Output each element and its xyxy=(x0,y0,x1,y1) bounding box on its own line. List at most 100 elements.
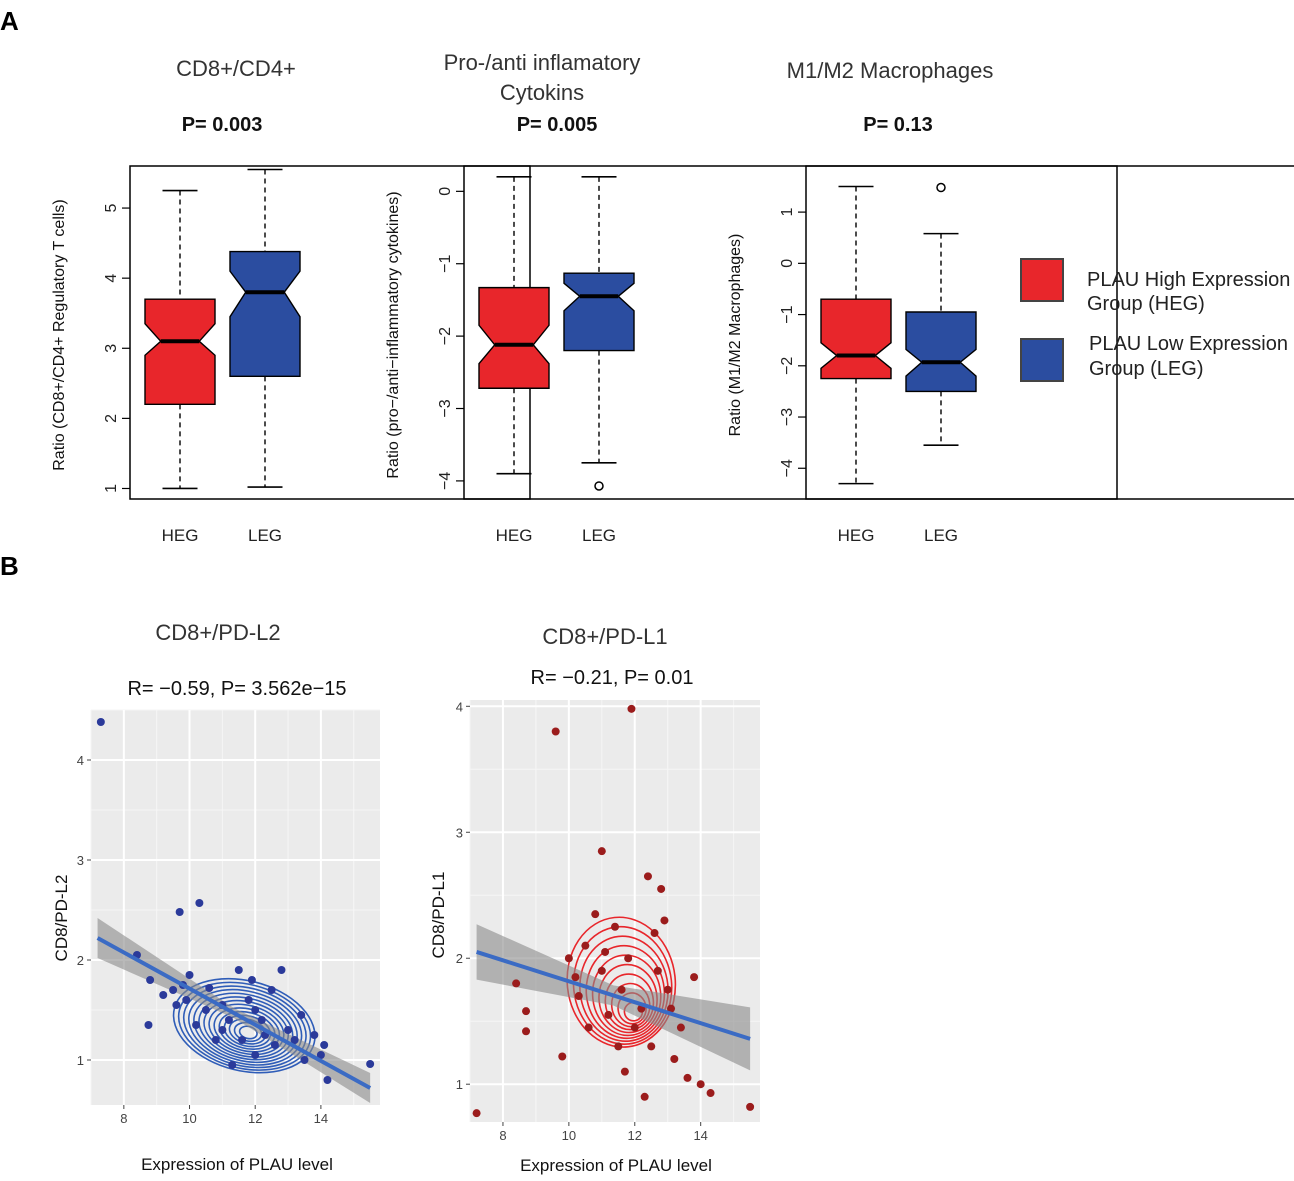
boxplot-cd8-cd4-heg-box xyxy=(144,298,216,406)
boxplot-cd8-cd4-ytick-label: 1 xyxy=(103,484,120,493)
scatter-pdl1-point xyxy=(564,954,573,963)
scatter-pdl1-point xyxy=(640,1092,649,1101)
scatter-pdl2-point xyxy=(96,718,105,726)
scatter-pdl1-point xyxy=(663,985,672,994)
scatter-pdl2-point xyxy=(297,1011,306,1019)
boxplot-cd8-cd4-ytick-label: 3 xyxy=(103,344,120,353)
scatter-pdl2-point xyxy=(251,1006,260,1014)
panel-a-letter: A xyxy=(0,6,19,36)
scatter-pdl2-stat: R= −0.59, P= 3.562e−15 xyxy=(127,678,346,700)
scatter-pdl1-ylabel: CD8/PD-L1 xyxy=(429,872,448,959)
scatter-pdl2-ytick-label: 1 xyxy=(77,1053,84,1068)
scatter-pdl2-point xyxy=(218,1026,227,1034)
scatter-pdl2-point xyxy=(146,976,155,984)
scatter-pdl2-point xyxy=(159,991,168,999)
legend-leg-swatch xyxy=(1020,338,1064,382)
scatter-pdl1-point xyxy=(617,985,626,994)
boxplot-macrophages-heg-box xyxy=(820,298,892,380)
scatter-pdl2-point xyxy=(316,1051,325,1059)
scatter-pdl2-ylabel: CD8/PD-L2 xyxy=(52,875,71,962)
boxplot-macrophages-title: M1/M2 Macrophages xyxy=(787,58,994,83)
scatter-pdl2-xtick-label: 8 xyxy=(120,1111,127,1126)
scatter-pdl2-point xyxy=(277,966,286,974)
boxplot-cd8-cd4-xcat-leg: LEG xyxy=(248,526,282,545)
boxplot-macrophages-ytick-label: −1 xyxy=(779,305,796,323)
scatter-pdl2-point xyxy=(323,1076,332,1084)
scatter-pdl1-point xyxy=(706,1089,715,1098)
boxplot-cd8-cd4-pvalue: P= 0.003 xyxy=(182,114,263,136)
scatter-pdl2-ytick-label: 2 xyxy=(77,953,84,968)
scatter-pdl1-point xyxy=(591,910,600,919)
scatter-pdl2-point xyxy=(244,996,253,1004)
scatter-pdl2-point xyxy=(257,1016,266,1024)
scatter-pdl1: CD8+/PD-L1 R= −0.21, P= 0.01 Expression … xyxy=(429,624,760,1175)
boxplot-cytokines-ytick-label: 0 xyxy=(437,187,454,196)
scatter-pdl1-title: CD8+/PD-L1 xyxy=(542,624,667,649)
legend-leg-label-line2: Group (LEG) xyxy=(1089,358,1203,380)
scatter-pdl1-point xyxy=(601,947,610,956)
scatter-pdl2-point xyxy=(224,1016,233,1024)
scatter-pdl1-point xyxy=(690,973,699,982)
scatter-pdl1-point xyxy=(676,1023,685,1032)
scatter-pdl1-point xyxy=(522,1027,531,1036)
scatter-pdl2-confidence-band xyxy=(97,918,371,1103)
scatter-pdl1-ytick-label: 1 xyxy=(456,1077,463,1092)
boxplot-macrophages-xcat-leg: LEG xyxy=(924,526,958,545)
scatter-pdl2-point xyxy=(201,1006,210,1014)
scatter-pdl1-point xyxy=(522,1007,531,1016)
scatter-pdl1-point xyxy=(571,973,580,982)
scatter-pdl1-stat: R= −0.21, P= 0.01 xyxy=(531,667,694,689)
scatter-pdl1-point xyxy=(657,884,666,893)
boxplot-macrophages-xcat-heg: HEG xyxy=(838,526,875,545)
scatter-pdl2-point xyxy=(234,966,243,974)
boxplot-cytokines-title-line1: Pro-/anti inflamatory xyxy=(444,50,641,75)
scatter-pdl2-point xyxy=(366,1060,375,1068)
scatter-pdl1-xtick-label: 12 xyxy=(628,1128,642,1143)
scatter-pdl2-point xyxy=(185,971,194,979)
boxplot-cytokines-heg-box xyxy=(478,286,550,389)
scatter-pdl1-point xyxy=(551,727,560,736)
scatter-pdl2-point xyxy=(300,1056,309,1064)
scatter-pdl2-point xyxy=(320,1041,329,1049)
scatter-pdl2-point xyxy=(205,984,214,992)
scatter-pdl2-point xyxy=(175,908,184,916)
legend-heg-swatch xyxy=(1020,258,1064,302)
scatter-pdl1-xtick-label: 10 xyxy=(562,1128,576,1143)
scatter-pdl1-point xyxy=(683,1073,692,1082)
scatter-pdl2-point xyxy=(267,986,276,994)
scatter-pdl2-point xyxy=(228,1061,237,1069)
boxplot-macrophages-ytick-label: −3 xyxy=(779,408,796,426)
scatter-pdl1-point xyxy=(696,1080,705,1089)
scatter-pdl2-point xyxy=(310,1031,319,1039)
boxplot-macrophages-ylabel: Ratio (M1/M2 Macrophages) xyxy=(727,234,744,437)
scatter-pdl2-ytick-label: 4 xyxy=(77,753,84,768)
boxplot-cd8-cd4-ytick-label: 4 xyxy=(103,274,120,283)
scatter-pdl1-point xyxy=(650,929,659,938)
scatter-pdl1-point xyxy=(597,847,606,856)
boxplot-cytokines-xcat-leg: LEG xyxy=(582,526,616,545)
scatter-pdl1-point xyxy=(604,1010,613,1019)
scatter-pdl1-point xyxy=(643,872,652,881)
scatter-pdl2-point xyxy=(238,1036,247,1044)
boxplot-cytokines-ytick-label: −1 xyxy=(437,255,454,273)
scatter-pdl2-fit-line xyxy=(96,936,372,1090)
scatter-pdl1-point xyxy=(670,1055,679,1064)
boxplot-cytokines-pvalue: P= 0.005 xyxy=(517,114,598,136)
scatter-pdl1-point xyxy=(647,1042,656,1051)
scatter-pdl1-point xyxy=(614,1042,623,1051)
scatter-pdl1-point xyxy=(627,704,636,713)
scatter-pdl1-ytick-label: 4 xyxy=(456,699,463,714)
boxplot-cytokines-ytick-label: −2 xyxy=(437,327,454,345)
scatter-pdl1-point xyxy=(660,916,669,925)
scatter-pdl1-xlabel: Expression of PLAU level xyxy=(520,1156,712,1175)
scatter-pdl1-point xyxy=(630,1023,639,1032)
scatter-pdl2: CD8+/PD-L2 R= −0.59, P= 3.562e−15 Expres… xyxy=(52,620,380,1174)
scatter-pdl1-xtick-label: 14 xyxy=(693,1128,707,1143)
boxplot-cytokines: Pro-/anti inflamatory Cytokins P= 0.005 … xyxy=(385,50,1118,545)
scatter-pdl2-title: CD8+/PD-L2 xyxy=(155,620,280,645)
boxplot-cytokines-ytick-label: −4 xyxy=(437,472,454,490)
boxplot-macrophages-frame xyxy=(805,165,1294,500)
legend: PLAU High Expression Group (HEG) PLAU Lo… xyxy=(1020,258,1290,382)
scatter-pdl1-point xyxy=(584,1023,593,1032)
